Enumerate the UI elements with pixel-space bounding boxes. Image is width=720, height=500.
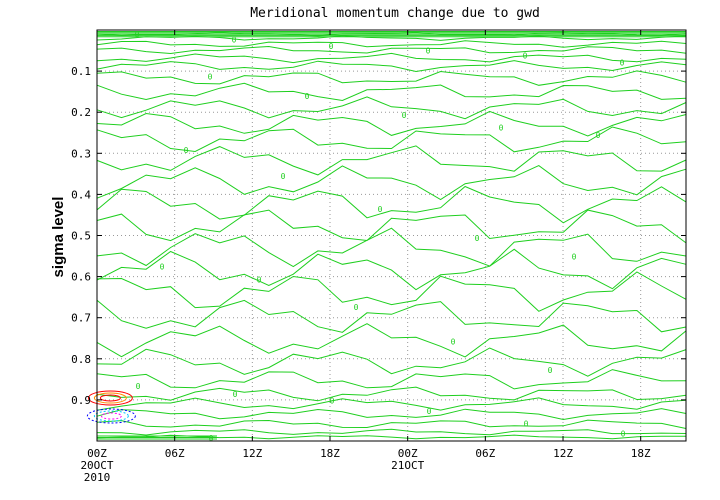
anomaly-contour-cold <box>100 412 122 420</box>
contour-label: 0 <box>475 234 480 243</box>
contour-label: 0 <box>402 111 407 120</box>
contour-line <box>96 145 687 176</box>
contour-line <box>96 323 687 358</box>
contour-line <box>96 126 687 153</box>
y-axis-ticks: 0.1 0.2 0.3 0.4 0.5 0.6 0.7 0.8 0.9 <box>71 65 686 407</box>
chart-title: Meridional momentum change due to gwd <box>250 6 540 21</box>
x-tick-label: 12Z <box>242 447 262 460</box>
x-tick-label: 18Z <box>631 447 651 460</box>
x-tick-label: 18Z <box>320 447 340 460</box>
contour-label: 0 <box>426 46 431 55</box>
anomaly-contour-cold <box>86 408 136 424</box>
y-tick-label: 0.2 <box>71 106 91 119</box>
contour-label: 0 <box>330 397 335 406</box>
contour-line <box>96 419 687 429</box>
anomaly-contour-cold <box>93 410 129 422</box>
contour-label: 0 <box>524 420 529 429</box>
x-tick-label: 12Z <box>553 447 573 460</box>
contour-line <box>96 248 687 291</box>
contour-line <box>96 209 687 244</box>
contour-label: 0 <box>354 303 359 312</box>
y-tick-label: 0.9 <box>71 394 91 407</box>
contour-label: 0 <box>136 382 141 391</box>
x-tick-label: 06Z <box>475 447 495 460</box>
contour-line <box>96 347 687 377</box>
contour-label: 0 <box>305 92 310 101</box>
contour-line <box>96 271 687 312</box>
contour-line <box>96 386 687 402</box>
contour-line <box>96 40 687 48</box>
contour-line <box>96 185 687 224</box>
contour-label: 0 <box>548 366 553 375</box>
contour-label: 0 <box>160 262 165 271</box>
contour-line <box>96 299 687 333</box>
x-tick-label: 00Z <box>398 447 418 460</box>
contour-line <box>96 428 687 436</box>
contour-line <box>96 96 687 120</box>
contour-label: 0 <box>572 252 577 261</box>
x-tick-label: 06Z <box>165 447 185 460</box>
contour-label: 0 <box>621 430 626 439</box>
contour-label: 0 <box>523 52 528 61</box>
anomaly-contour-warm <box>87 390 133 406</box>
contour-label: 0 <box>451 338 456 347</box>
contour-label: 0 <box>233 390 238 399</box>
anomaly-contour-warm <box>93 392 127 404</box>
contour-label: 0 <box>329 42 334 51</box>
contour-line <box>96 165 687 201</box>
x-tick-year: 2010 <box>84 471 111 484</box>
y-tick-label: 0.3 <box>71 147 91 160</box>
contour-label: 0 <box>184 146 189 155</box>
x-tick-label: 00Z <box>87 447 107 460</box>
contour-label: 0 <box>378 205 383 214</box>
contour-label: 0 <box>427 407 432 416</box>
contour-label: 0 <box>281 172 286 181</box>
contour-label: 0 <box>232 35 237 44</box>
y-tick-label: 0.7 <box>71 312 91 325</box>
y-tick-label: 0.8 <box>71 353 91 366</box>
contour-label: 0 <box>596 131 601 140</box>
contour-line <box>96 52 687 64</box>
grid-lines <box>97 30 686 441</box>
contour-line <box>96 45 687 55</box>
x-tick-date: 21OCT <box>391 459 424 472</box>
lower-level-anomaly <box>86 390 136 424</box>
contour-line <box>96 110 687 137</box>
contour-line <box>96 60 687 73</box>
y-tick-label: 0.5 <box>71 230 91 243</box>
x-tick-date: 20OCT <box>80 459 113 472</box>
anomaly-contour-warm <box>99 394 121 402</box>
contour-label: 0 <box>620 59 625 68</box>
y-tick-label: 0.4 <box>71 188 91 201</box>
y-axis-label: sigma level <box>50 197 67 278</box>
y-tick-label: 0.1 <box>71 65 91 78</box>
contour-line <box>96 369 687 390</box>
y-tick-label: 0.6 <box>71 271 91 284</box>
contour-line <box>96 70 687 86</box>
contour-label: 0 <box>257 276 262 285</box>
contour-line <box>96 408 687 421</box>
contour-line <box>96 227 687 268</box>
contour-line <box>96 397 687 411</box>
contour-label: 0 <box>499 123 504 132</box>
contour-label: 0 <box>208 73 213 82</box>
contour-line <box>96 82 687 102</box>
